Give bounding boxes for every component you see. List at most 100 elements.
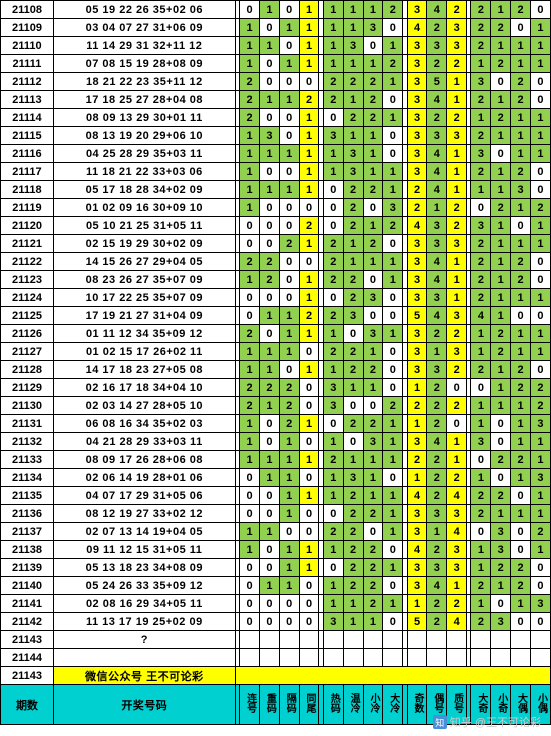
stat-cell: 1 bbox=[240, 451, 260, 469]
stat-cell: 1 bbox=[323, 577, 343, 595]
stat-cell: 1 bbox=[363, 145, 383, 163]
stat-cell: 2 bbox=[323, 307, 343, 325]
stat-cell: 0 bbox=[530, 91, 550, 109]
code-cell: 01 11 12 34 35+09 12 bbox=[53, 325, 235, 343]
stat-cell: 1 bbox=[491, 91, 511, 109]
stat-cell: 3 bbox=[343, 37, 363, 55]
stat-cell: 1 bbox=[259, 181, 279, 199]
stat-cell: 3 bbox=[407, 271, 427, 289]
stat-cell: 4 bbox=[447, 487, 467, 505]
code-cell: 08 09 17 26 28+06 08 bbox=[53, 451, 235, 469]
stat-cell: 1 bbox=[323, 19, 343, 37]
stat-cell: 0 bbox=[279, 109, 299, 127]
stat-cell: 2 bbox=[427, 451, 447, 469]
stat-cell: 1 bbox=[471, 469, 491, 487]
stat-cell: 1 bbox=[447, 271, 467, 289]
stat-cell: 1 bbox=[259, 451, 279, 469]
stat-cell: 0 bbox=[259, 559, 279, 577]
stat-cell: 1 bbox=[447, 91, 467, 109]
stat-cell: 3 bbox=[323, 397, 343, 415]
stat-cell: 1 bbox=[240, 181, 260, 199]
stat-cell: 3 bbox=[259, 127, 279, 145]
stat-cell: 1 bbox=[471, 397, 491, 415]
stat-cell: 0 bbox=[279, 37, 299, 55]
stat-cell: 3 bbox=[407, 433, 427, 451]
stat-cell: 1 bbox=[511, 55, 531, 73]
stat-cell: 3 bbox=[407, 109, 427, 127]
stat-cell: 4 bbox=[427, 577, 447, 595]
stat-cell: 1 bbox=[343, 253, 363, 271]
stat-cell: 2 bbox=[427, 487, 447, 505]
issue-cell: 21123 bbox=[1, 271, 54, 289]
code-cell: 11 18 21 22 33+03 06 bbox=[53, 163, 235, 181]
issue-cell: 21112 bbox=[1, 73, 54, 91]
footer-issue-label: 期数 bbox=[1, 685, 54, 725]
stat-cell: 4 bbox=[407, 487, 427, 505]
stat-cell: 2 bbox=[343, 523, 363, 541]
stat-cell: 3 bbox=[427, 217, 447, 235]
stat-cell: 0 bbox=[259, 73, 279, 91]
stat-cell bbox=[427, 649, 447, 667]
stat-cell: 0 bbox=[511, 487, 531, 505]
issue-cell: 21131 bbox=[1, 415, 54, 433]
stat-cell: 1 bbox=[259, 307, 279, 325]
stat-cell: 3 bbox=[530, 595, 550, 613]
code-cell: 01 02 09 16 30+09 10 bbox=[53, 199, 235, 217]
stat-cell: 0 bbox=[383, 307, 403, 325]
stat-cell: 1 bbox=[363, 613, 383, 631]
stat-cell: 0 bbox=[259, 55, 279, 73]
stat-cell: 0 bbox=[447, 379, 467, 397]
stat-cell: 0 bbox=[259, 433, 279, 451]
stat-cell: 1 bbox=[259, 577, 279, 595]
stat-cell: 0 bbox=[299, 253, 319, 271]
stat-cell: 2 bbox=[363, 415, 383, 433]
issue-cell: 21114 bbox=[1, 109, 54, 127]
stat-cell: 2 bbox=[447, 469, 467, 487]
stat-cell: 0 bbox=[491, 415, 511, 433]
stat-cell: 0 bbox=[511, 523, 531, 541]
stat-cell: 3 bbox=[363, 325, 383, 343]
stat-cell: 1 bbox=[299, 19, 319, 37]
stat-cell: 0 bbox=[240, 505, 260, 523]
stat-cell: 0 bbox=[279, 199, 299, 217]
stat-cell: 1 bbox=[363, 163, 383, 181]
stat-cell: 2 bbox=[259, 379, 279, 397]
stat-cell: 3 bbox=[447, 505, 467, 523]
stat-cell: 1 bbox=[299, 325, 319, 343]
stat-cell: 1 bbox=[383, 325, 403, 343]
stat-cell: 0 bbox=[383, 19, 403, 37]
stat-cell: 2 bbox=[343, 271, 363, 289]
stat-cell: 3 bbox=[363, 289, 383, 307]
stat-cell bbox=[447, 631, 467, 649]
stat-cell: 1 bbox=[383, 181, 403, 199]
stat-cell: 2 bbox=[343, 487, 363, 505]
code-cell: 08 23 26 27 35+07 09 bbox=[53, 271, 235, 289]
stat-cell: 1 bbox=[343, 379, 363, 397]
stat-cell: 1 bbox=[511, 127, 531, 145]
stat-cell: 3 bbox=[363, 433, 383, 451]
stat-cell: 2 bbox=[511, 271, 531, 289]
stat-cell: 2 bbox=[240, 109, 260, 127]
stat-cell: 0 bbox=[530, 253, 550, 271]
stat-cell: 0 bbox=[383, 613, 403, 631]
stat-cell: 1 bbox=[299, 487, 319, 505]
stat-cell: 1 bbox=[279, 145, 299, 163]
stat-cell: 2 bbox=[447, 199, 467, 217]
stat-cell: 0 bbox=[279, 271, 299, 289]
stat-cell: 2 bbox=[279, 379, 299, 397]
stat-cell: 2 bbox=[471, 1, 491, 19]
stat-cell: 2 bbox=[491, 325, 511, 343]
code-cell: 04 21 28 29 33+03 11 bbox=[53, 433, 235, 451]
stat-cell: 1 bbox=[491, 235, 511, 253]
code-cell: 02 16 17 18 34+04 10 bbox=[53, 379, 235, 397]
stat-cell: 1 bbox=[447, 181, 467, 199]
stat-cell: 1 bbox=[279, 181, 299, 199]
stat-cell: 1 bbox=[491, 253, 511, 271]
stat-cell: 1 bbox=[491, 397, 511, 415]
stat-cell: 0 bbox=[323, 505, 343, 523]
stat-cell: 3 bbox=[407, 325, 427, 343]
promo-issue: 21143 bbox=[1, 667, 54, 685]
stat-cell: 2 bbox=[511, 163, 531, 181]
stat-cell: 1 bbox=[363, 217, 383, 235]
stat-cell: 1 bbox=[259, 523, 279, 541]
